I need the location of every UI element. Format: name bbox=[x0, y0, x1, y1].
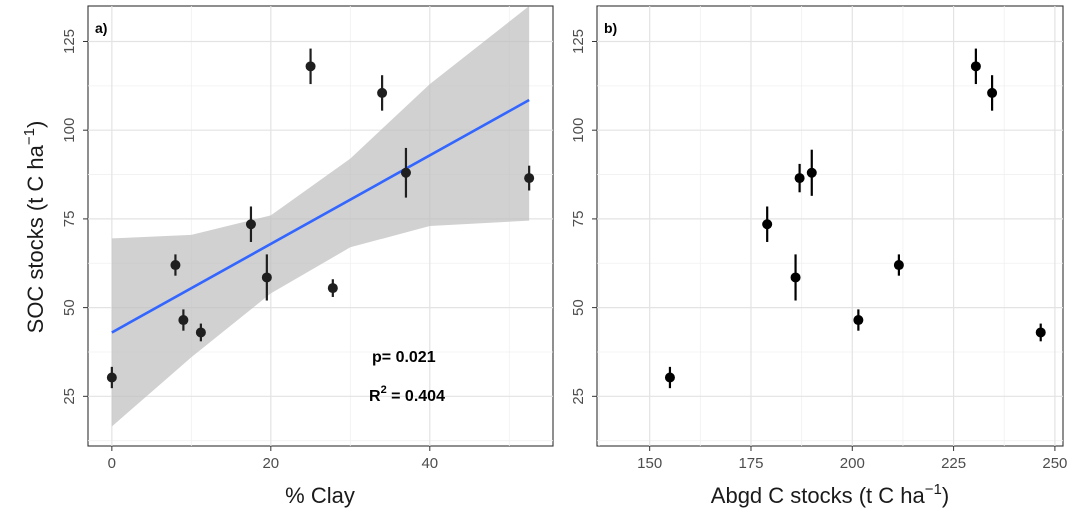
panel-b-frame bbox=[596, 5, 1064, 447]
data-point bbox=[524, 173, 535, 184]
y-tick-label: 25 bbox=[61, 388, 78, 405]
x-tick-label: 150 bbox=[637, 455, 662, 472]
x-tick-label: 40 bbox=[421, 455, 438, 472]
r2-annotation: R2 = 0.404 bbox=[369, 384, 445, 405]
data-point bbox=[178, 315, 189, 326]
regression-line bbox=[111, 98, 530, 334]
y-tick-label: 50 bbox=[61, 299, 78, 316]
data-point bbox=[245, 219, 256, 230]
data-point bbox=[790, 272, 801, 283]
data-point bbox=[170, 260, 181, 271]
y-tick-label: 50 bbox=[570, 299, 587, 316]
data-point bbox=[970, 61, 981, 72]
data-point bbox=[327, 283, 338, 294]
panel-b: 150 175 200 225 250 25 50 75 100 125 b) Abgd C s… bbox=[570, 5, 1067, 508]
panel-a: 0 20 40 25 50 75 100 125 a) p= 0.021 R2 = 0.40… bbox=[21, 5, 554, 508]
data-point bbox=[106, 372, 117, 383]
data-point bbox=[305, 61, 316, 72]
data-point bbox=[664, 372, 675, 383]
data-point bbox=[893, 260, 904, 271]
data-point bbox=[400, 167, 411, 178]
y-tick-label: 125 bbox=[570, 29, 587, 54]
x-tick-label: 20 bbox=[262, 455, 279, 472]
data-point bbox=[195, 327, 206, 338]
x-tick-label: 200 bbox=[840, 455, 865, 472]
data-point bbox=[762, 219, 773, 230]
p-value-annotation: p= 0.021 bbox=[372, 349, 436, 366]
data-point bbox=[806, 167, 817, 178]
x-tick-label: 225 bbox=[941, 455, 966, 472]
panel-b-x-axis-title: Abgd C stocks (t C ha−1) bbox=[711, 481, 949, 508]
data-point bbox=[987, 87, 998, 98]
data-point bbox=[853, 315, 864, 326]
y-tick-label: 100 bbox=[61, 118, 78, 143]
x-tick-label: 175 bbox=[738, 455, 763, 472]
panel-a-x-axis-title: % Clay bbox=[285, 483, 355, 508]
y-tick-label: 25 bbox=[570, 388, 587, 405]
y-tick-label: 125 bbox=[61, 29, 78, 54]
x-tick-label: 250 bbox=[1042, 455, 1067, 472]
data-point bbox=[1035, 327, 1046, 338]
y-tick-label: 75 bbox=[570, 211, 587, 228]
y-tick-label: 75 bbox=[61, 211, 78, 228]
y-axis-title: SOC stocks (t C ha−1) bbox=[21, 121, 48, 334]
panel-b-label: b) bbox=[604, 20, 617, 36]
y-tick-label: 100 bbox=[570, 118, 587, 143]
x-tick-label: 0 bbox=[108, 455, 116, 472]
data-point bbox=[261, 272, 272, 283]
data-point bbox=[794, 173, 805, 184]
panel-a-label: a) bbox=[95, 20, 107, 36]
data-point bbox=[377, 87, 388, 98]
